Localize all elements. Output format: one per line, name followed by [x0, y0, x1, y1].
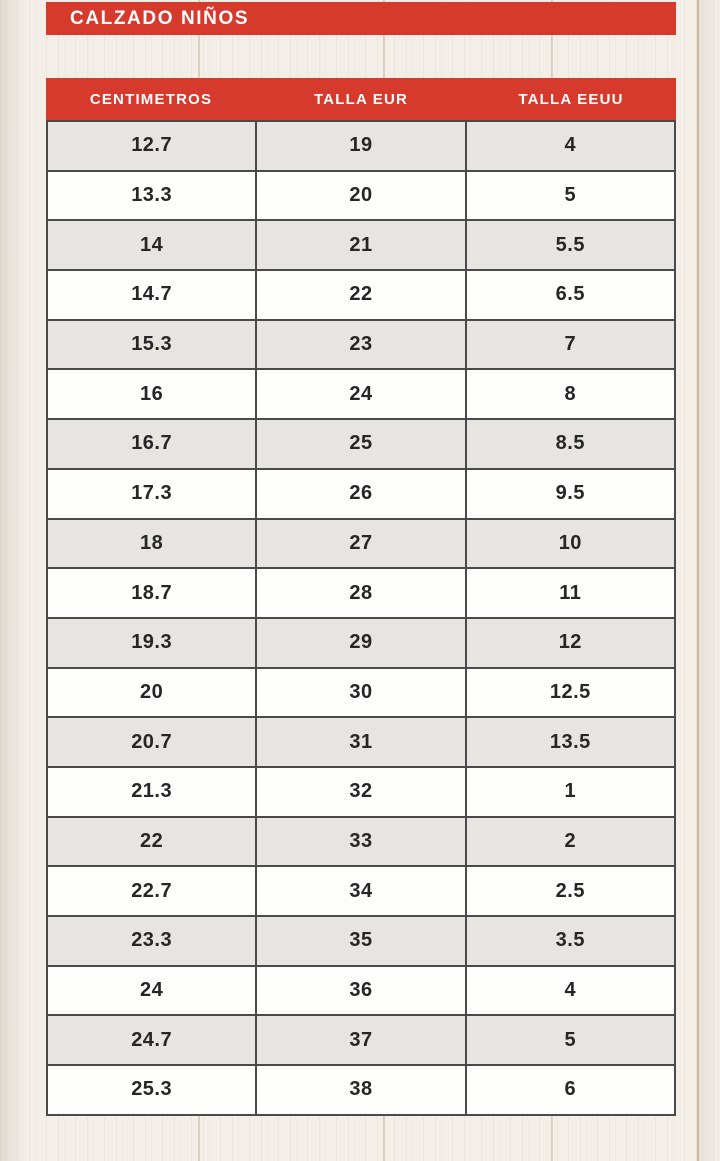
cell-talla-eur: 28	[255, 569, 464, 617]
cell-talla-eeuu: 5.5	[464, 221, 674, 270]
cell-talla-eeuu: 2.5	[464, 867, 674, 915]
cell-centimetros: 24.7	[131, 1028, 173, 1051]
cell-talla-eeuu: 10	[464, 519, 674, 568]
cell-talla-eur: 33	[255, 817, 464, 866]
cell-talla-eeuu: 2	[464, 817, 674, 866]
table-row: 20.7 31 13.5	[48, 716, 674, 766]
table-row: 18 27 10	[48, 517, 674, 568]
cell-talla-eur: 34	[255, 867, 464, 915]
cell-centimetros: 17.3	[131, 482, 173, 505]
cell-centimetros: 22	[140, 829, 164, 852]
cell-talla-eeuu: 13.5	[464, 718, 674, 766]
header-cell-talla-eeuu: TALLA EEUU	[518, 90, 624, 108]
table-row: 20 30 12.5	[48, 666, 674, 717]
cell-talla-eur: 35	[255, 917, 464, 965]
table-row: 22 33 2	[48, 815, 674, 866]
table-row: 21.3 32 1	[48, 765, 674, 816]
cell-talla-eur: 24	[255, 370, 464, 419]
table-row: 12.7 19 4	[48, 122, 674, 170]
table-body: 12.7 19 4 13.3 20 5 14 21 5.5 14.7 22 6.…	[46, 120, 676, 1116]
table-row: 22.7 34 2.5	[48, 865, 674, 915]
cell-talla-eur: 27	[255, 519, 464, 568]
table-row: 23.3 35 3.5	[48, 915, 674, 965]
cell-talla-eur: 23	[255, 320, 464, 369]
cell-talla-eeuu: 5	[464, 1016, 674, 1065]
cell-talla-eur: 37	[255, 1016, 464, 1065]
cell-talla-eeuu: 11	[464, 569, 674, 617]
table-row: 24 36 4	[48, 964, 674, 1015]
table-row: 15.3 23 7	[48, 318, 674, 369]
table-row: 19.3 29 12	[48, 616, 674, 667]
cell-centimetros: 20	[140, 680, 164, 703]
cell-centimetros: 14	[140, 233, 164, 256]
cell-talla-eeuu: 9.5	[464, 469, 674, 518]
table-row: 18.7 28 11	[48, 567, 674, 617]
cell-talla-eeuu: 12	[464, 618, 674, 667]
title-banner: CALZADO NIÑOS	[46, 2, 676, 35]
cell-centimetros: 13.3	[131, 184, 173, 207]
table-row: 25.3 38 6	[48, 1064, 674, 1114]
cell-talla-eur: 25	[255, 420, 464, 468]
cell-centimetros: 16.7	[131, 432, 173, 455]
cell-talla-eur: 19	[255, 122, 464, 170]
cell-centimetros: 23.3	[131, 929, 173, 952]
cell-talla-eur: 26	[255, 469, 464, 518]
cell-centimetros: 25.3	[131, 1078, 173, 1101]
cell-centimetros: 20.7	[131, 730, 173, 753]
cell-talla-eur: 20	[255, 171, 464, 220]
table-row: 16.7 25 8.5	[48, 418, 674, 468]
cell-talla-eeuu: 4	[464, 122, 674, 170]
cell-talla-eeuu: 12.5	[464, 668, 674, 717]
cell-talla-eur: 31	[255, 718, 464, 766]
table-header-row: CENTIMETROS TALLA EUR TALLA EEUU	[46, 78, 676, 120]
cell-talla-eeuu: 6	[464, 1066, 674, 1114]
cell-centimetros: 24	[140, 979, 164, 1002]
cell-talla-eeuu: 6.5	[464, 271, 674, 319]
cell-centimetros: 19.3	[131, 631, 173, 654]
cell-talla-eeuu: 5	[464, 171, 674, 220]
cell-talla-eeuu: 8.5	[464, 420, 674, 468]
header-cell-centimetros: CENTIMETROS	[89, 90, 213, 108]
table-row: 14 21 5.5	[48, 219, 674, 270]
table-row: 13.3 20 5	[48, 169, 674, 220]
table-row: 16 24 8	[48, 368, 674, 419]
cell-talla-eur: 21	[255, 221, 464, 270]
cell-talla-eeuu: 8	[464, 370, 674, 419]
cell-centimetros: 14.7	[131, 283, 173, 306]
table-row: 14.7 22 6.5	[48, 269, 674, 319]
cell-centimetros: 12.7	[131, 134, 173, 157]
cell-talla-eur: 22	[255, 271, 464, 319]
cell-talla-eur: 30	[255, 668, 464, 717]
header-cell-talla-eur: TALLA EUR	[313, 90, 409, 108]
cell-talla-eeuu: 3.5	[464, 917, 674, 965]
cell-talla-eeuu: 4	[464, 966, 674, 1015]
size-conversion-table: CENTIMETROS TALLA EUR TALLA EEUU 12.7 19…	[46, 78, 676, 1116]
page-title: CALZADO NIÑOS	[70, 7, 250, 29]
cell-centimetros: 18	[140, 531, 164, 554]
cell-talla-eeuu: 1	[464, 767, 674, 816]
cell-centimetros: 21.3	[131, 780, 173, 803]
cell-talla-eur: 32	[255, 767, 464, 816]
cell-centimetros: 16	[140, 382, 164, 405]
cell-centimetros: 22.7	[131, 879, 173, 902]
cell-talla-eur: 29	[255, 618, 464, 667]
cell-centimetros: 15.3	[131, 333, 173, 356]
cell-talla-eur: 38	[255, 1066, 464, 1114]
table-row: 17.3 26 9.5	[48, 467, 674, 518]
cell-talla-eur: 36	[255, 966, 464, 1015]
cell-talla-eeuu: 7	[464, 320, 674, 369]
table-row: 24.7 37 5	[48, 1014, 674, 1065]
cell-centimetros: 18.7	[131, 581, 173, 604]
